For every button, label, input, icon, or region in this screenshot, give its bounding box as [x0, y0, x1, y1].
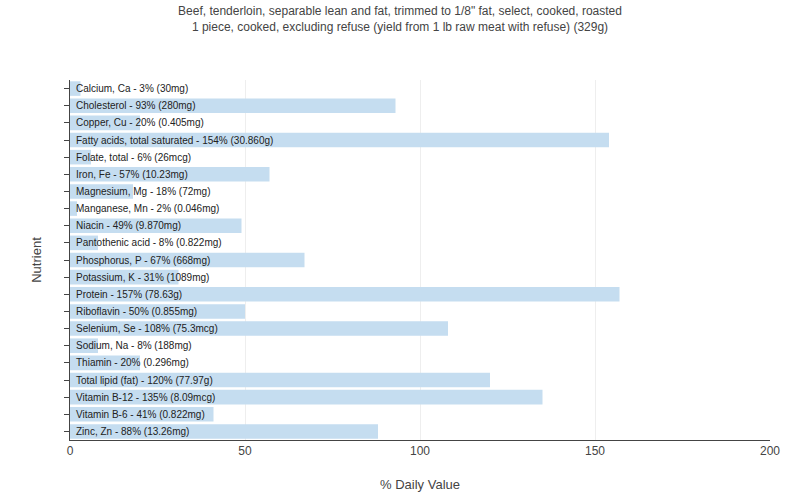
- svg-text:Calcium, Ca - 3% (30mg): Calcium, Ca - 3% (30mg): [76, 83, 188, 94]
- svg-text:Potassium, K - 31% (1089mg): Potassium, K - 31% (1089mg): [76, 272, 209, 283]
- svg-text:Vitamin B-12 - 135% (8.09mcg): Vitamin B-12 - 135% (8.09mcg): [76, 392, 215, 403]
- svg-text:Phosphorus, P - 67% (668mg): Phosphorus, P - 67% (668mg): [76, 255, 210, 266]
- svg-text:Magnesium, Mg - 18% (72mg): Magnesium, Mg - 18% (72mg): [76, 186, 211, 197]
- svg-text:Thiamin - 20% (0.296mg): Thiamin - 20% (0.296mg): [76, 357, 189, 368]
- svg-text:Vitamin B-6 - 41% (0.822mg): Vitamin B-6 - 41% (0.822mg): [76, 409, 205, 420]
- svg-text:Folate, total - 6% (26mcg): Folate, total - 6% (26mcg): [76, 152, 191, 163]
- svg-text:Copper, Cu - 20% (0.405mg): Copper, Cu - 20% (0.405mg): [76, 117, 204, 128]
- svg-text:200: 200: [760, 444, 780, 458]
- svg-text:Selenium, Se - 108% (75.3mcg): Selenium, Se - 108% (75.3mcg): [76, 323, 218, 334]
- svg-text:0: 0: [67, 444, 74, 458]
- svg-text:% Daily Value: % Daily Value: [380, 477, 460, 492]
- svg-text:Pantothenic acid - 8% (0.822mg: Pantothenic acid - 8% (0.822mg): [76, 237, 222, 248]
- svg-text:Beef, tenderloin, separable le: Beef, tenderloin, separable lean and fat…: [178, 4, 622, 34]
- svg-text:Niacin - 49% (9.870mg): Niacin - 49% (9.870mg): [76, 220, 181, 231]
- svg-text:Riboflavin - 50% (0.855mg): Riboflavin - 50% (0.855mg): [76, 306, 197, 317]
- svg-text:Fatty acids, total saturated -: Fatty acids, total saturated - 154% (30.…: [76, 135, 273, 146]
- svg-text:Manganese, Mn - 2% (0.046mg): Manganese, Mn - 2% (0.046mg): [76, 203, 219, 214]
- svg-text:100: 100: [410, 444, 430, 458]
- svg-text:50: 50: [238, 444, 252, 458]
- svg-text:Sodium, Na - 8% (188mg): Sodium, Na - 8% (188mg): [76, 340, 192, 351]
- svg-text:Iron, Fe - 57% (10.23mg): Iron, Fe - 57% (10.23mg): [76, 169, 188, 180]
- svg-text:Nutrient: Nutrient: [29, 237, 44, 283]
- svg-text:Total lipid (fat) - 120% (77.9: Total lipid (fat) - 120% (77.97g): [76, 375, 213, 386]
- svg-text:Protein - 157% (78.63g): Protein - 157% (78.63g): [76, 289, 182, 300]
- svg-text:150: 150: [585, 444, 605, 458]
- svg-text:Cholesterol - 93% (280mg): Cholesterol - 93% (280mg): [76, 100, 196, 111]
- svg-text:Zinc, Zn - 88% (13.26mg): Zinc, Zn - 88% (13.26mg): [76, 426, 189, 437]
